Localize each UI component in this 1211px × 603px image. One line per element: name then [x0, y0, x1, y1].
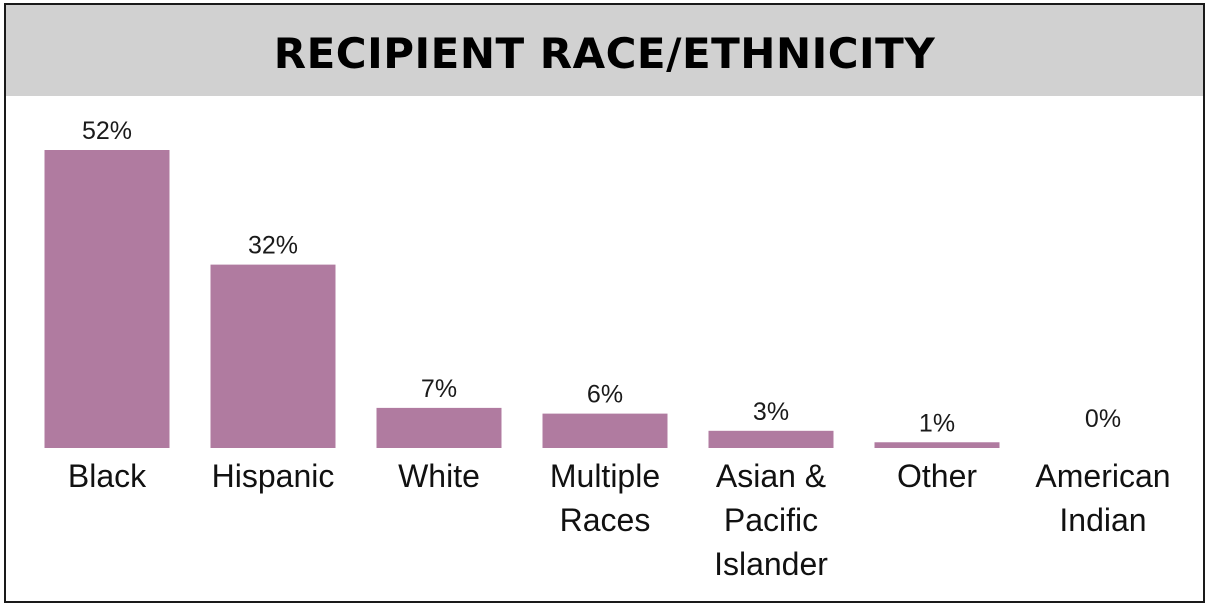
- category-label: Hispanic: [212, 458, 335, 494]
- category-label: Black: [68, 458, 147, 494]
- value-label: 32%: [248, 232, 298, 260]
- bar: [210, 264, 336, 448]
- bar: [376, 407, 502, 448]
- bar: [44, 150, 170, 448]
- value-label: 1%: [919, 409, 955, 437]
- category-label: Multiple Races: [550, 458, 660, 538]
- category-label: American Indian: [1035, 458, 1170, 538]
- value-label: 52%: [82, 117, 132, 145]
- title-band: RECIPIENT RACE/ETHNICITY: [6, 5, 1203, 96]
- value-label: 3%: [753, 398, 789, 426]
- category-label: Asian & Pacific Islander: [714, 458, 828, 582]
- value-label: 0%: [1085, 405, 1121, 433]
- value-label: 6%: [587, 381, 623, 409]
- chart-title: RECIPIENT RACE/ETHNICITY: [273, 29, 936, 78]
- category-label: White: [398, 458, 480, 494]
- value-label: 7%: [421, 375, 457, 403]
- chart-frame: RECIPIENT RACE/ETHNICITY: [4, 3, 1205, 603]
- category-label: Other: [897, 458, 977, 494]
- bar: [874, 442, 1000, 448]
- bar: [708, 430, 834, 448]
- bar: [542, 413, 668, 448]
